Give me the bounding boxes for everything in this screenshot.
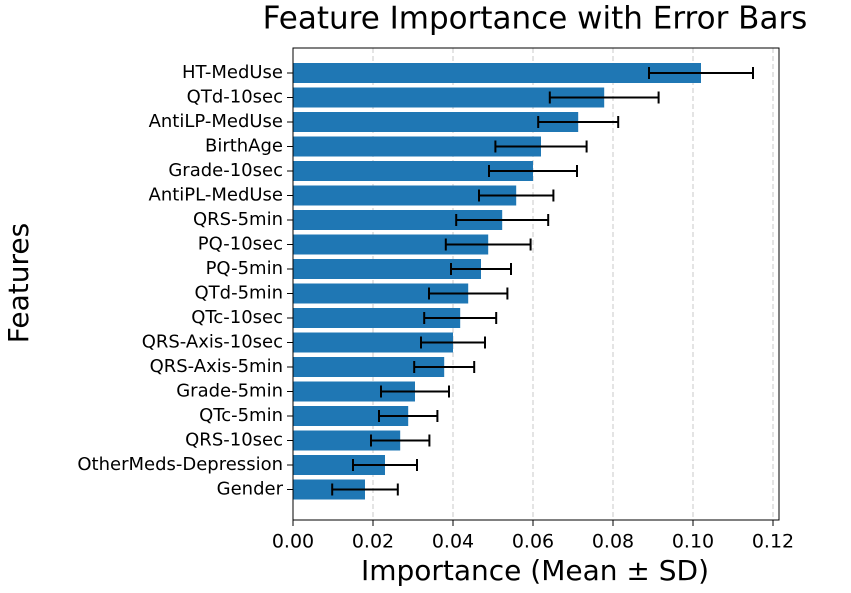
- bar: [293, 112, 579, 132]
- y-tick-label: Grade-5min: [176, 381, 283, 402]
- x-tick-label: 0.08: [592, 531, 634, 553]
- x-tick-label: 0.06: [512, 531, 554, 553]
- error-bar: [494, 140, 588, 153]
- y-tick-label: QTd-10sec: [187, 87, 283, 108]
- error-bar: [423, 312, 498, 324]
- y-tick-label: HT-MedUse: [182, 62, 283, 83]
- x-tick-label: 0.00: [272, 531, 314, 553]
- error-bar: [648, 67, 754, 79]
- y-tick-label: QRS-Axis-5min: [150, 356, 283, 377]
- error-bar: [420, 336, 486, 349]
- error-bar: [537, 116, 620, 128]
- y-tick-label: QRS-Axis-10sec: [142, 332, 283, 353]
- y-tick-label: PQ-10sec: [198, 234, 283, 255]
- bar: [293, 185, 517, 206]
- y-tick-label: QTc-10sec: [191, 307, 283, 328]
- bar: [293, 308, 461, 328]
- x-axis-label: Importance (Mean ± SD): [361, 554, 709, 587]
- bar: [293, 283, 469, 304]
- error-bar: [548, 91, 660, 104]
- bar: [293, 259, 481, 279]
- error-bar: [413, 361, 476, 373]
- bar: [293, 381, 415, 402]
- bar: [293, 210, 503, 230]
- y-tick-label: QTd-5min: [195, 283, 283, 304]
- x-tick-label: 0.12: [752, 531, 794, 553]
- bar: [293, 430, 401, 451]
- bar: [293, 332, 453, 353]
- x-tick-label: 0.10: [672, 531, 714, 553]
- error-bar: [370, 434, 431, 447]
- y-tick-label: QRS-5min: [193, 209, 283, 230]
- error-bar: [331, 483, 399, 496]
- y-tick-label: PQ-5min: [206, 258, 283, 279]
- y-tick-label: OtherMeds-Depression: [77, 454, 283, 475]
- bar: [293, 63, 701, 83]
- y-tick-label: Grade-10sec: [168, 160, 283, 181]
- error-bar: [478, 189, 555, 202]
- x-tick-label: 0.04: [432, 531, 474, 553]
- y-tick-label: AntiPL-MedUse: [149, 185, 284, 206]
- error-bar: [488, 165, 578, 177]
- plot-frame: [292, 47, 780, 521]
- bar: [293, 136, 541, 157]
- bar: [293, 234, 489, 255]
- bar: [293, 479, 365, 500]
- x-tick-label: 0.02: [352, 531, 394, 553]
- bar: [293, 455, 385, 475]
- error-bar: [378, 410, 439, 422]
- chart-title: Feature Importance with Error Bars: [263, 1, 808, 37]
- bar: [293, 161, 533, 181]
- y-axis-label: Features: [2, 223, 35, 343]
- error-bar: [444, 238, 532, 251]
- y-tick-label: BirthAge: [205, 136, 283, 157]
- y-tick-label: QTc-5min: [199, 405, 283, 426]
- y-tick-label: QRS-10sec: [185, 430, 283, 451]
- error-bar: [450, 263, 512, 275]
- error-bar: [428, 287, 509, 300]
- y-tick-label: Gender: [217, 479, 284, 500]
- bar: [293, 87, 605, 108]
- error-bar: [455, 214, 550, 226]
- error-bar: [380, 385, 450, 398]
- y-tick-label: AntiLP-MedUse: [149, 111, 283, 132]
- bar: [293, 357, 445, 377]
- error-bar: [352, 459, 418, 471]
